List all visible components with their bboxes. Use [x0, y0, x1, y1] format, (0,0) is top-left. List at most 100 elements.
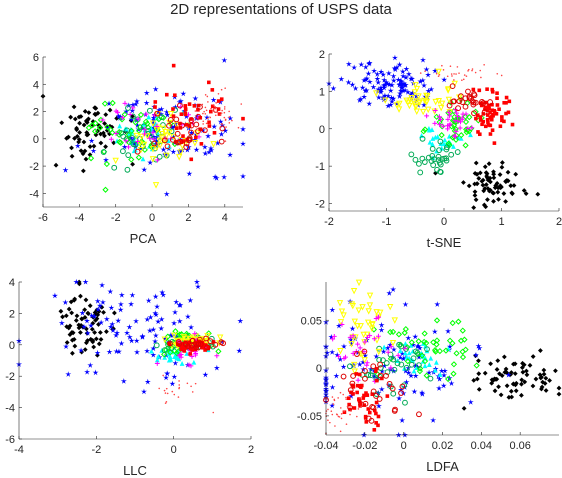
data-point	[385, 349, 391, 355]
data-point	[374, 366, 379, 371]
data-point	[98, 319, 105, 326]
data-point	[495, 189, 501, 195]
data-point	[337, 415, 340, 418]
data-point	[348, 393, 355, 399]
data-point	[179, 347, 184, 352]
data-point	[88, 312, 95, 319]
data-point	[503, 199, 509, 204]
y-tick-label: 2	[9, 308, 15, 320]
data-point	[454, 110, 460, 116]
data-point	[158, 114, 165, 120]
x-tick-label: 4	[222, 212, 228, 224]
data-point	[126, 144, 131, 150]
data-point	[361, 93, 368, 100]
data-point	[449, 340, 456, 347]
data-point	[224, 118, 227, 121]
data-point	[348, 341, 355, 348]
data-point	[347, 363, 353, 370]
data-point	[224, 140, 227, 142]
data-point	[422, 363, 428, 369]
data-point	[411, 368, 417, 374]
data-point	[144, 133, 151, 140]
data-point	[465, 88, 471, 95]
data-point	[399, 84, 406, 91]
data-point	[441, 372, 448, 378]
data-point	[450, 370, 457, 377]
data-point	[501, 191, 507, 196]
data-point	[96, 341, 102, 347]
data-point	[508, 370, 514, 375]
data-point	[149, 146, 157, 153]
data-point	[350, 373, 357, 379]
data-point	[163, 389, 166, 392]
scatter-panel-1: -6 -4 -2 0 2 4 -4 -2 0 2 4 6 PCA	[29, 52, 246, 246]
data-point	[390, 77, 397, 84]
data-point	[474, 71, 477, 74]
y-tick-label: -4	[29, 188, 39, 200]
data-point	[345, 61, 352, 67]
data-point	[480, 76, 482, 79]
data-point	[194, 110, 197, 112]
data-point	[77, 120, 82, 126]
data-point	[495, 185, 501, 191]
data-point	[490, 190, 496, 196]
data-point	[349, 81, 356, 88]
data-point	[495, 103, 500, 107]
data-point	[474, 181, 480, 187]
data-point	[58, 308, 64, 314]
data-point	[533, 376, 539, 382]
data-point	[412, 156, 419, 163]
data-point	[478, 118, 483, 122]
data-point	[334, 425, 336, 427]
data-point	[202, 371, 209, 378]
data-point	[419, 352, 426, 359]
data-point	[472, 192, 478, 198]
data-point	[374, 421, 378, 425]
data-point	[107, 323, 114, 330]
data-point	[457, 125, 463, 131]
data-point	[102, 156, 109, 163]
data-point	[462, 113, 469, 120]
data-point	[363, 416, 368, 420]
data-point	[120, 378, 127, 384]
data-point	[496, 384, 501, 390]
data-point	[334, 352, 341, 358]
data-point	[458, 119, 463, 125]
data-point	[412, 103, 419, 111]
data-point	[508, 388, 514, 394]
data-point	[505, 371, 512, 378]
data-point	[172, 360, 179, 366]
data-point	[488, 132, 493, 136]
data-point	[471, 110, 477, 117]
data-point	[76, 137, 82, 142]
data-point	[337, 356, 344, 362]
data-point	[196, 103, 201, 108]
data-point	[362, 375, 368, 382]
x-tick-label: -0.02	[352, 440, 377, 452]
data-point	[71, 297, 77, 303]
data-point	[219, 97, 224, 101]
data-point	[501, 354, 507, 360]
data-point	[133, 318, 140, 324]
data-point	[474, 376, 480, 382]
data-point	[178, 331, 185, 338]
data-point	[393, 102, 400, 109]
data-point	[522, 379, 528, 385]
data-point	[483, 63, 485, 66]
data-point	[176, 331, 183, 338]
data-point	[435, 68, 442, 76]
data-point	[442, 137, 448, 143]
data-point	[164, 392, 167, 394]
data-point	[140, 123, 147, 130]
points-group	[323, 279, 562, 438]
data-point	[393, 64, 400, 70]
data-point	[423, 372, 430, 379]
data-point	[212, 110, 215, 112]
data-point	[470, 101, 477, 108]
data-point	[153, 105, 157, 109]
data-point	[227, 151, 234, 158]
data-point	[431, 347, 439, 354]
data-point	[411, 388, 418, 395]
data-point	[483, 204, 489, 210]
data-point	[181, 134, 185, 138]
